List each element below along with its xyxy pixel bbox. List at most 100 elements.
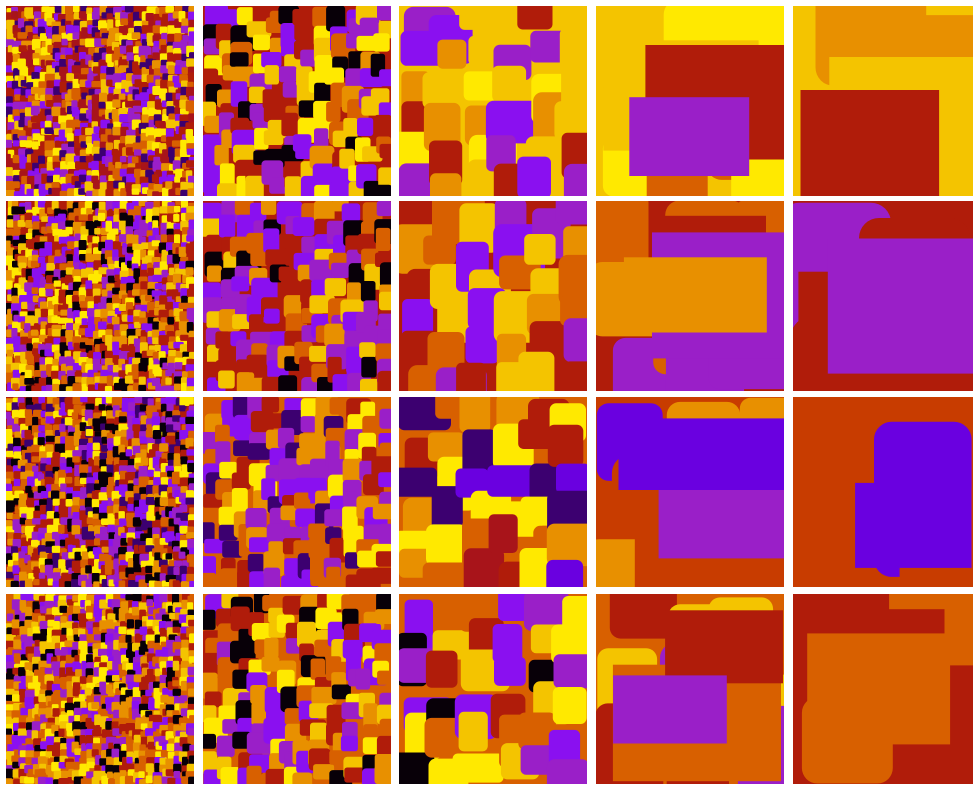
grain-region: [800, 90, 940, 196]
grain-region: [111, 748, 120, 758]
grain-region: [297, 621, 316, 648]
grain-region: [51, 187, 61, 196]
grain-region: [98, 20, 109, 30]
grain-region: [159, 497, 171, 506]
grain-region: [112, 675, 120, 682]
grain-region: [138, 476, 150, 487]
grain-region: [179, 397, 190, 406]
grain-region: [92, 180, 100, 189]
grain-region: [134, 352, 143, 359]
grain-region: [147, 250, 157, 257]
grain-region: [93, 126, 100, 134]
grain-region: [263, 717, 290, 744]
grain-region: [131, 188, 140, 195]
grain-region: [371, 567, 391, 584]
grain-region: [119, 518, 128, 526]
grain-region: [324, 323, 345, 347]
grain-region: [326, 101, 341, 122]
grain-region: [187, 728, 194, 736]
grain-region: [52, 26, 60, 38]
grain-region: [148, 449, 158, 460]
grain-region: [91, 11, 100, 20]
grain-region: [59, 59, 67, 68]
grain-region: [52, 572, 61, 582]
grain-region: [374, 184, 391, 196]
grain-region: [98, 492, 109, 501]
grain-region: [168, 86, 178, 93]
grain-region: [151, 416, 161, 428]
grain-region: [12, 260, 20, 268]
grain-region: [546, 559, 584, 587]
mosaic-panel-r1-c3: [399, 6, 587, 196]
grain-region: [46, 6, 56, 14]
grain-region: [44, 600, 54, 608]
grain-region: [145, 675, 156, 683]
grain-region: [153, 262, 162, 270]
grain-region: [19, 66, 30, 77]
grain-region: [138, 362, 148, 372]
grain-region: [166, 696, 175, 704]
grain-region: [185, 497, 194, 505]
grain-region: [86, 654, 93, 664]
grain-region: [85, 38, 95, 48]
grain-region: [188, 697, 194, 705]
grain-region: [465, 326, 499, 364]
grain-region: [30, 260, 40, 268]
grain-region: [24, 369, 32, 381]
grain-region: [168, 349, 177, 358]
grain-region: [85, 403, 95, 410]
grain-region: [173, 763, 182, 773]
grain-region: [118, 423, 130, 432]
grain-region: [233, 440, 253, 457]
grain-region: [106, 79, 113, 87]
grain-region: [99, 503, 110, 514]
grain-region: [188, 688, 194, 697]
grain-region: [345, 68, 364, 89]
grain-region: [134, 397, 143, 404]
grain-region: [39, 446, 47, 453]
grain-region: [215, 331, 231, 349]
grain-region: [189, 507, 194, 517]
grain-region: [40, 308, 49, 319]
grain-region: [269, 177, 287, 194]
grain-region: [179, 504, 188, 513]
grain-region: [72, 32, 80, 40]
grain-region: [139, 682, 149, 692]
grain-region: [264, 637, 279, 658]
grain-region: [186, 573, 194, 582]
grain-region: [24, 429, 32, 438]
grain-region: [39, 578, 46, 586]
grain-region: [180, 723, 187, 731]
grain-region: [85, 155, 93, 162]
grain-region: [178, 246, 187, 257]
grain-region: [174, 234, 181, 244]
grain-region: [134, 149, 143, 156]
grain-region: [53, 621, 60, 630]
grain-region: [179, 525, 188, 534]
grain-region: [58, 236, 68, 245]
grain-region: [91, 146, 100, 156]
grain-region: [187, 595, 194, 603]
grain-region: [30, 153, 40, 163]
grain-region: [218, 370, 235, 389]
grain-region: [185, 416, 194, 425]
grain-region: [160, 749, 170, 758]
grain-region: [370, 88, 390, 105]
grain-region: [78, 769, 87, 776]
grain-region: [79, 422, 87, 432]
grain-region: [379, 69, 391, 87]
grain-region: [160, 222, 169, 231]
grain-region: [376, 201, 391, 217]
grain-region: [25, 233, 33, 240]
grain-region: [39, 189, 46, 196]
grain-region: [119, 201, 128, 211]
grain-region: [146, 599, 153, 607]
grain-region: [114, 82, 124, 91]
grain-region: [139, 626, 148, 635]
grain-region: [72, 397, 83, 405]
grain-region: [32, 221, 41, 231]
grain-region: [19, 688, 26, 696]
grain-region: [72, 456, 80, 463]
grain-region: [27, 32, 35, 41]
grain-region: [278, 66, 297, 83]
